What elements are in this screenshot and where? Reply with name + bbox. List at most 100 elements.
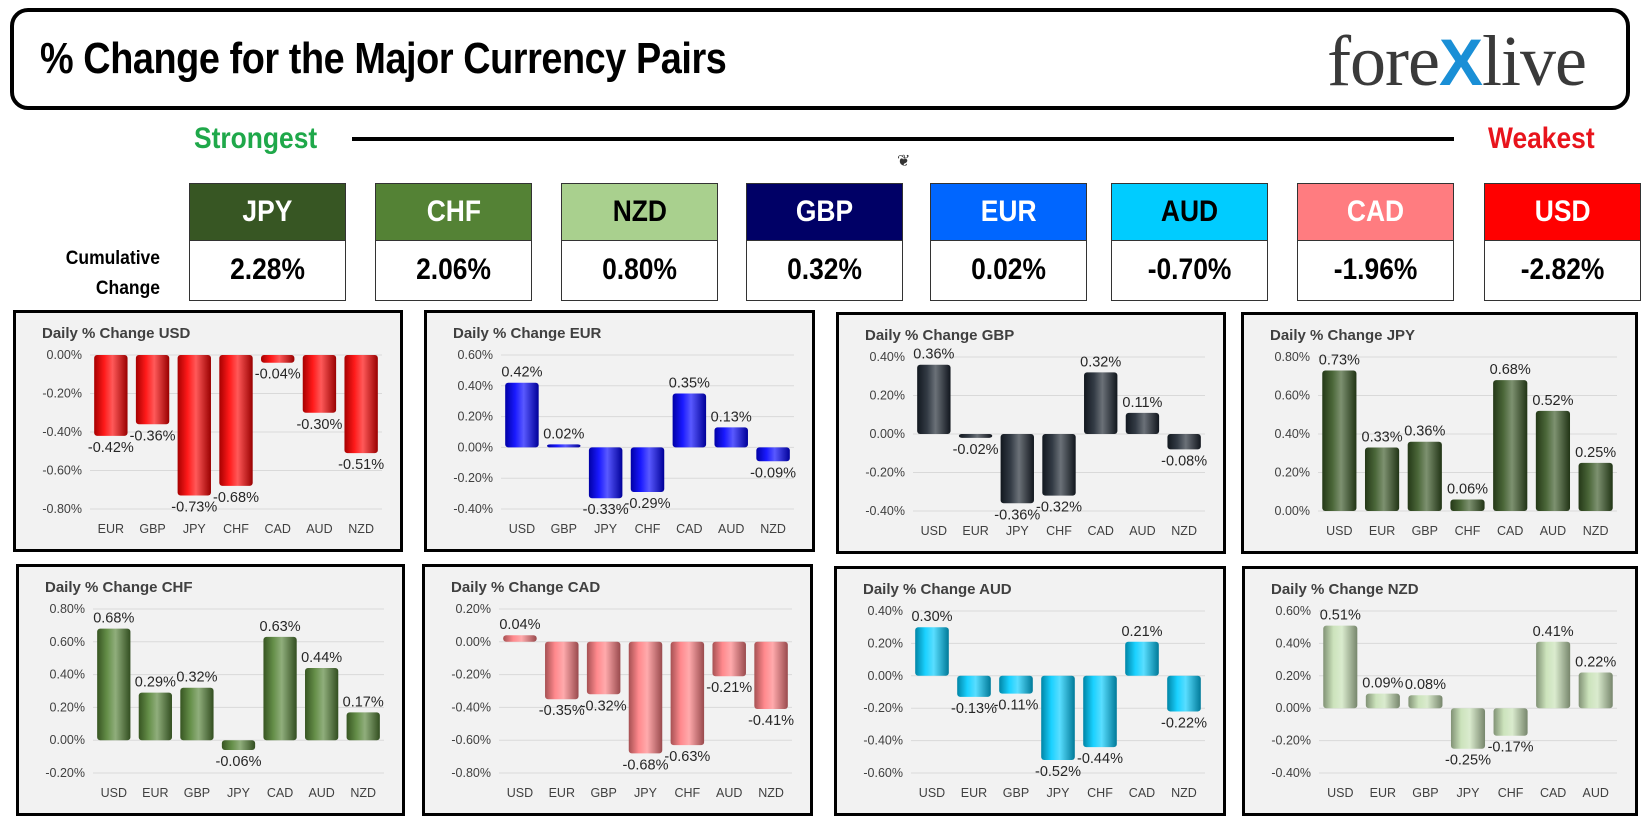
bar-aud xyxy=(1578,672,1613,709)
data-label: -0.32% xyxy=(581,698,627,714)
x-tick-label: CAD xyxy=(1497,524,1523,538)
data-label: -0.35% xyxy=(539,703,585,719)
bar-chart: 0.20% 0.00% -0.20% -0.40% -0.60% -0.80% 0.04% U… xyxy=(451,602,794,800)
data-label: -0.52% xyxy=(1035,764,1081,780)
y-tick-label: -0.40% xyxy=(42,425,82,439)
x-tick-label: GBP xyxy=(1412,786,1438,800)
title-banner: % Change for the Major Currency Pairs fo… xyxy=(10,8,1630,110)
data-label: -0.04% xyxy=(255,367,301,383)
data-label: 0.11% xyxy=(1122,395,1162,411)
y-tick-label: 0.40% xyxy=(50,668,85,682)
y-tick-label: 0.60% xyxy=(458,348,493,362)
chart-title: Daily % Change JPY xyxy=(1270,327,1416,344)
ranking-card-currency: CAD xyxy=(1298,184,1453,241)
data-label: -0.29% xyxy=(625,496,671,512)
chart-panel-4: Daily % Change JPY 0.80% 0.60% 0.40% 0.20% 0.… xyxy=(1241,312,1638,554)
data-label: 0.13% xyxy=(711,409,752,425)
ranking-card-value: -1.96% xyxy=(1333,253,1418,286)
bar-eur xyxy=(94,355,128,436)
y-tick-label: -0.40% xyxy=(863,734,903,748)
ranking-card-currency: GBP xyxy=(747,184,902,241)
y-tick-label: 0.40% xyxy=(458,379,493,393)
bar-chf xyxy=(1450,499,1485,511)
y-tick-label: 0.80% xyxy=(1275,350,1310,364)
data-label: -0.25% xyxy=(1445,753,1491,769)
weakest-label: Weakest xyxy=(1488,122,1595,155)
bar-eur xyxy=(958,434,993,438)
y-tick-label: 0.40% xyxy=(1275,427,1310,441)
y-tick-label: -0.40% xyxy=(451,700,491,714)
bar-eur xyxy=(138,692,172,741)
y-tick-label: 0.00% xyxy=(47,348,82,362)
data-label: -0.09% xyxy=(750,465,796,481)
data-label: -0.11% xyxy=(994,698,1039,714)
bar-chf xyxy=(219,355,253,486)
x-tick-label: AUD xyxy=(718,522,744,536)
x-tick-label: USD xyxy=(507,786,533,800)
x-tick-label: JPY xyxy=(1006,524,1030,538)
y-tick-label: -0.20% xyxy=(451,668,491,682)
bar-aud xyxy=(1125,412,1160,434)
y-tick-label: 0.60% xyxy=(1275,389,1310,403)
chart-title: Daily % Change USD xyxy=(42,325,191,342)
bar-usd xyxy=(917,364,951,434)
bar-aud xyxy=(714,427,748,448)
x-tick-label: USD xyxy=(1327,786,1353,800)
bar-gbp xyxy=(1408,695,1443,709)
data-label: -0.32% xyxy=(1036,500,1082,516)
bar-gbp xyxy=(135,355,170,425)
data-label: 0.32% xyxy=(1080,354,1121,370)
ranking-card-value: 0.80% xyxy=(602,253,677,286)
data-label: 0.36% xyxy=(913,347,954,363)
data-label: 0.17% xyxy=(343,694,384,710)
chart-panel-8: Daily % Change NZD 0.60% 0.40% 0.20% 0.00% -0… xyxy=(1242,566,1638,816)
x-tick-label: EUR xyxy=(1369,524,1395,538)
y-tick-label: 0.60% xyxy=(1276,604,1311,618)
bar-nzd xyxy=(1167,434,1201,450)
ranking-card-cad: CAD -1.96% xyxy=(1297,183,1454,301)
ranking-card-currency: JPY xyxy=(190,184,345,241)
data-label: -0.36% xyxy=(130,428,176,444)
x-tick-label: JPY xyxy=(634,786,658,800)
chart-title: Daily % Change CHF xyxy=(45,579,193,596)
y-tick-label: -0.80% xyxy=(42,502,82,516)
bar-chart: 0.60% 0.40% 0.20% 0.00% -0.20% -0.40% 0.42% USD… xyxy=(453,348,796,536)
x-tick-label: CAD xyxy=(265,522,291,536)
y-tick-label: 0.20% xyxy=(50,700,85,714)
y-tick-label: 0.40% xyxy=(868,604,903,618)
chart-panel-6: Daily % Change CAD 0.20% 0.00% -0.20% -0.40%… xyxy=(422,564,813,816)
x-tick-label: CAD xyxy=(1129,786,1155,800)
bar-jpy xyxy=(1450,708,1486,749)
data-label: -0.73% xyxy=(171,500,217,516)
bar-eur xyxy=(1364,447,1400,511)
bar-chf xyxy=(1083,675,1117,748)
bar-usd xyxy=(915,627,949,676)
ranking-card-usd: USD -2.82% xyxy=(1484,183,1641,301)
data-label: -0.42% xyxy=(88,440,134,456)
ranking-card-value: 0.32% xyxy=(787,253,862,286)
x-tick-label: USD xyxy=(919,786,945,800)
x-tick-label: CHF xyxy=(635,522,661,536)
data-label: -0.17% xyxy=(1488,740,1534,756)
bar-aud xyxy=(712,641,746,677)
y-tick-label: 0.20% xyxy=(1276,669,1311,683)
chart-title: Daily % Change EUR xyxy=(453,325,602,342)
data-label: 0.02% xyxy=(543,426,584,442)
x-tick-label: JPY xyxy=(183,522,207,536)
x-tick-label: NZD xyxy=(758,786,784,800)
x-tick-label: EUR xyxy=(549,786,575,800)
x-tick-label: CHF xyxy=(223,522,249,536)
ranking-card-currency: AUD xyxy=(1112,184,1267,241)
data-label: 0.29% xyxy=(135,675,176,691)
data-label: 0.25% xyxy=(1575,445,1616,461)
data-label: 0.73% xyxy=(1319,352,1360,368)
bar-eur xyxy=(957,675,991,697)
page-title: % Change for the Major Currency Pairs xyxy=(40,34,727,83)
bar-gbp xyxy=(586,641,621,695)
chart-panel-1: Daily % Change USD 0.00% -0.20% -0.40% -0.60… xyxy=(13,310,403,552)
y-tick-label: 0.60% xyxy=(50,635,85,649)
x-tick-label: EUR xyxy=(961,786,987,800)
data-label: 0.22% xyxy=(1575,655,1616,671)
x-tick-label: CHF xyxy=(1498,786,1524,800)
y-tick-label: -0.20% xyxy=(865,466,905,480)
